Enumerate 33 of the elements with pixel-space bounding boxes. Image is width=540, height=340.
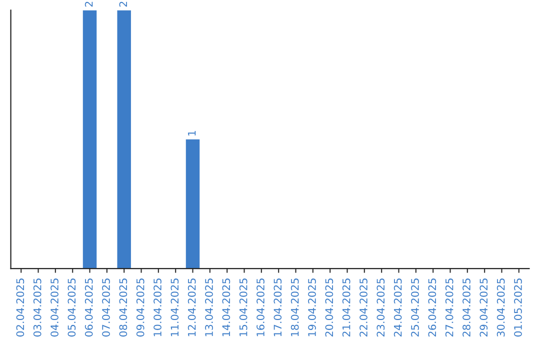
x-tick-label: 27.04.2025 [445, 278, 454, 337]
x-tick-label: 24.04.2025 [394, 278, 402, 337]
x-tick-label: 14.04.2025 [222, 278, 230, 336]
x-tick-label: 21.04.2025 [342, 278, 350, 337]
x-tick-label: 10.04.2025 [154, 278, 162, 336]
x-tick-label: 30.04.2025 [496, 278, 505, 336]
x-tick-label: 13.04.2025 [205, 278, 213, 336]
x-tick-label: 26.04.2025 [428, 278, 436, 337]
x-tick-label: 05.04.2025 [68, 278, 76, 337]
x-tick-label: 25.04.2025 [411, 278, 419, 337]
x-tick-label: 01.05.2025 [514, 278, 522, 337]
x-tick-label: 07.04.2025 [102, 278, 110, 337]
data-label: 1 [188, 130, 196, 136]
data-label: 2 [119, 2, 127, 7]
x-tick-label: 03.04.2025 [33, 278, 42, 337]
x-tick-label: 08.04.2025 [119, 278, 128, 337]
x-tick-label: 16.04.2025 [256, 278, 264, 336]
x-tick-label: 18.04.2025 [290, 278, 299, 336]
x-tick-label: 29.04.2025 [480, 278, 488, 337]
x-tick-label: 02.04.2025 [16, 278, 24, 337]
data-label: 2 [84, 2, 93, 7]
x-tick-label: 22.04.2025 [360, 278, 368, 337]
x-tick-label: 19.04.2025 [308, 278, 316, 336]
x-tick-label: 12.04.2025 [188, 278, 196, 336]
x-tick-label: 28.04.2025 [462, 278, 470, 337]
x-tick-label: 06.04.2025 [84, 278, 93, 337]
x-tick-label: 20.04.2025 [325, 278, 334, 337]
x-tick-label: 11.04.2025 [170, 278, 179, 336]
x-tick-label: 09.04.2025 [136, 278, 144, 337]
x-tick-label: 17.04.2025 [274, 278, 282, 336]
x-tick-label: 15.04.2025 [239, 278, 248, 336]
x-tick-label: 23.04.2025 [376, 278, 385, 337]
x-tick-label: 04.04.2025 [50, 278, 58, 337]
